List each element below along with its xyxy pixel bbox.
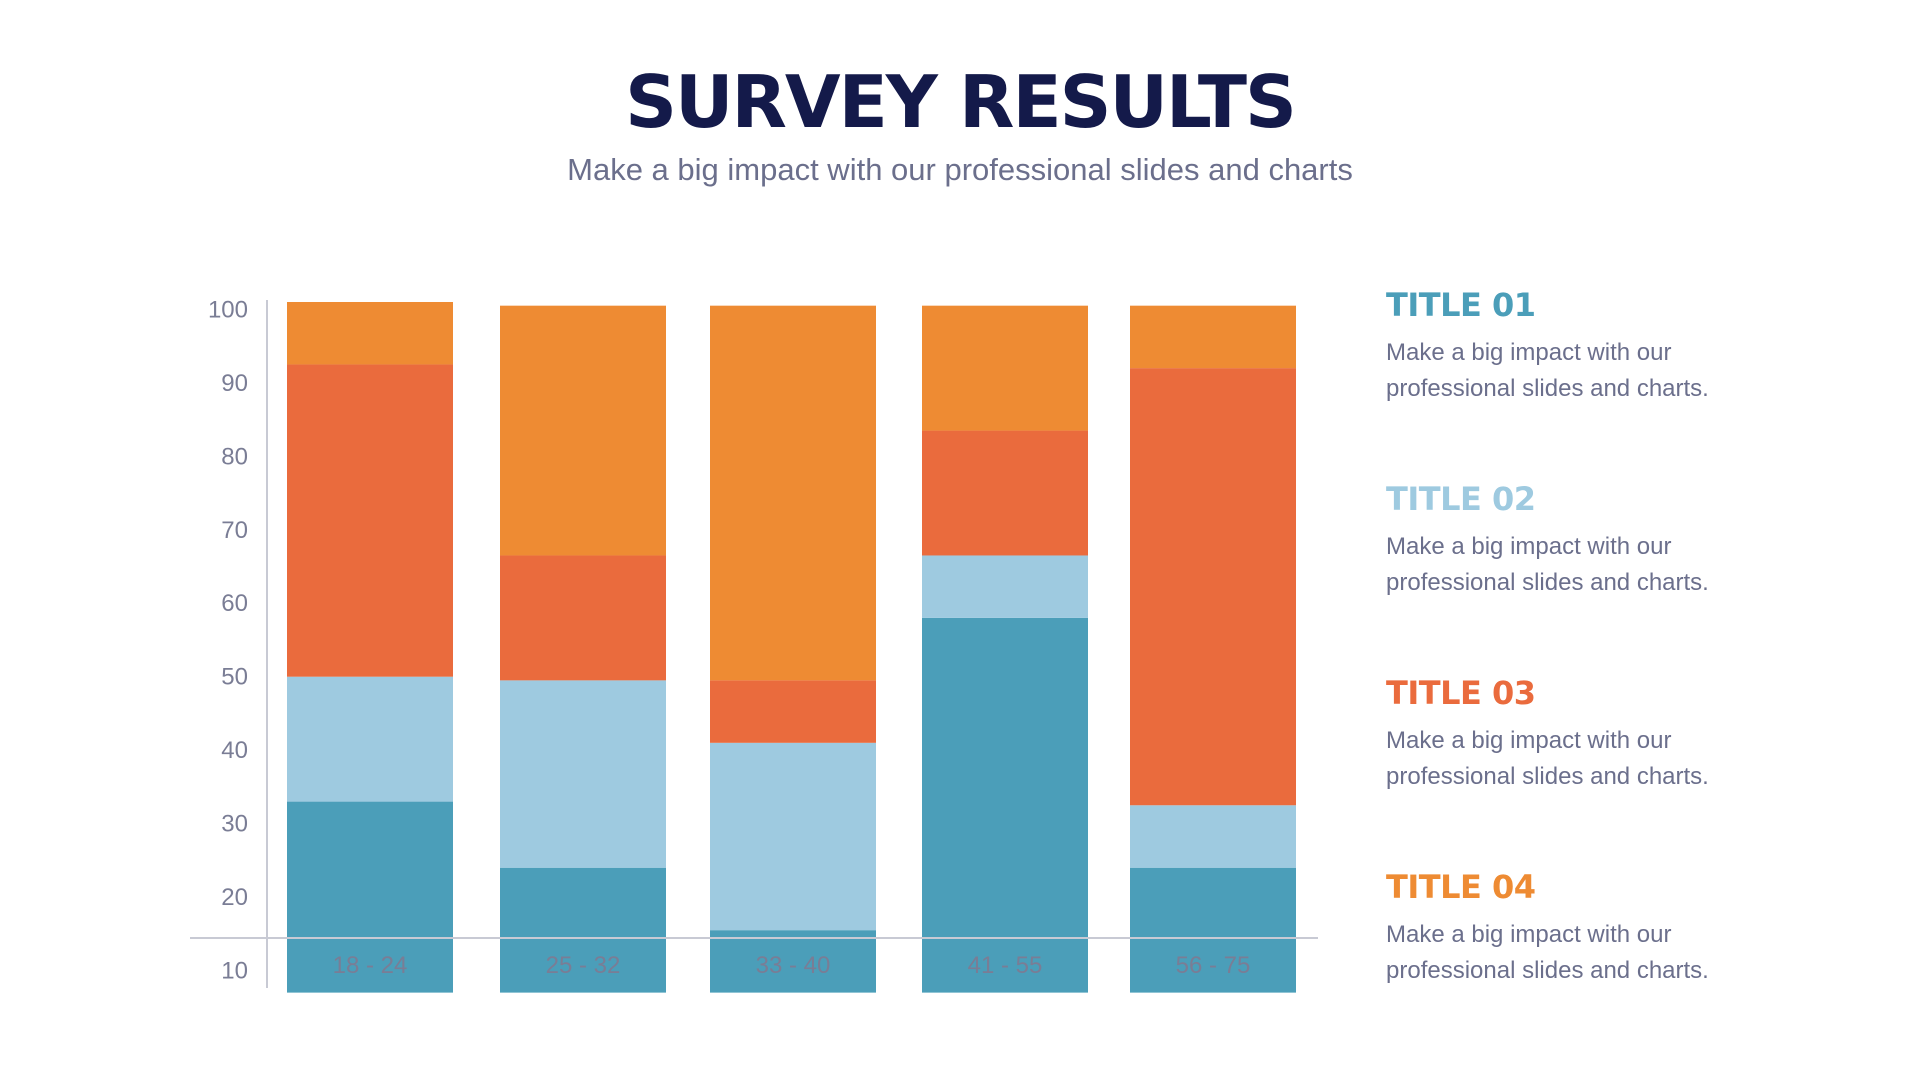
x-tick-label: 25 - 32: [546, 952, 621, 979]
bar-segment: [922, 617, 1088, 993]
y-tick-label: 10: [221, 958, 248, 985]
y-tick-label: 60: [221, 590, 248, 617]
bar-segment: [710, 305, 876, 681]
bar-segment: [922, 555, 1088, 618]
bar-segment: [710, 680, 876, 743]
legend-title: TITLE 04: [1386, 868, 1536, 906]
page-title: SURVEY RESULTS: [625, 60, 1297, 144]
legend: TITLE 01 Make a big impact with our prof…: [1386, 285, 1846, 1061]
x-tick-label: 33 - 40: [756, 952, 831, 979]
bar-segment: [287, 801, 453, 993]
legend-title: TITLE 03: [1386, 674, 1536, 712]
bar-segment: [500, 867, 666, 993]
bar-segment: [1130, 867, 1296, 993]
bar-segment: [1130, 805, 1296, 868]
bar-segment: [287, 364, 453, 677]
x-tick-label: 56 - 75: [1176, 952, 1251, 979]
bar-segment: [287, 302, 453, 365]
legend-item-title-04: TITLE 04 Make a big impact with our prof…: [1386, 867, 1846, 1061]
y-tick-label: 40: [221, 737, 248, 764]
bar-segment: [1130, 305, 1296, 369]
y-tick-label: 70: [221, 517, 248, 544]
stacked-bar-chart: 10 20 30 40 50 60 70 80 90 100 18 - 24 25 - 32 33 - …: [190, 296, 1318, 993]
bar-segment: [710, 742, 876, 931]
y-tick-label: 100: [208, 296, 248, 323]
legend-description: Make a big impact with our professional …: [1386, 533, 1709, 596]
bar-segment: [922, 430, 1088, 556]
y-tick-label: 30: [221, 811, 248, 838]
y-tick-label: 80: [221, 443, 248, 470]
legend-description: Make a big impact with our professional …: [1386, 921, 1709, 984]
y-tick-label: 20: [221, 884, 248, 911]
bar-segment: [922, 305, 1088, 431]
legend-title: TITLE 02: [1386, 480, 1536, 518]
y-tick-label: 90: [221, 370, 248, 397]
bar-segment: [1130, 368, 1296, 806]
y-tick-label: 50: [221, 664, 248, 691]
legend-description: Make a big impact with our professional …: [1386, 339, 1709, 402]
bar-segment: [710, 930, 876, 993]
legend-title: TITLE 01: [1386, 286, 1536, 324]
bar-segment: [287, 676, 453, 802]
legend-item-title-03: TITLE 03 Make a big impact with our prof…: [1386, 673, 1846, 867]
page-subtitle: Make a big impact with our professional …: [567, 152, 1353, 187]
bar-segment: [500, 555, 666, 681]
legend-item-title-01: TITLE 01 Make a big impact with our prof…: [1386, 285, 1846, 479]
bar-segment: [500, 305, 666, 556]
x-tick-label: 41 - 55: [968, 952, 1043, 979]
x-tick-label: 18 - 24: [333, 952, 408, 979]
legend-item-title-02: TITLE 02 Make a big impact with our prof…: [1386, 479, 1846, 673]
bar-segment: [500, 680, 666, 868]
legend-description: Make a big impact with our professional …: [1386, 727, 1709, 790]
